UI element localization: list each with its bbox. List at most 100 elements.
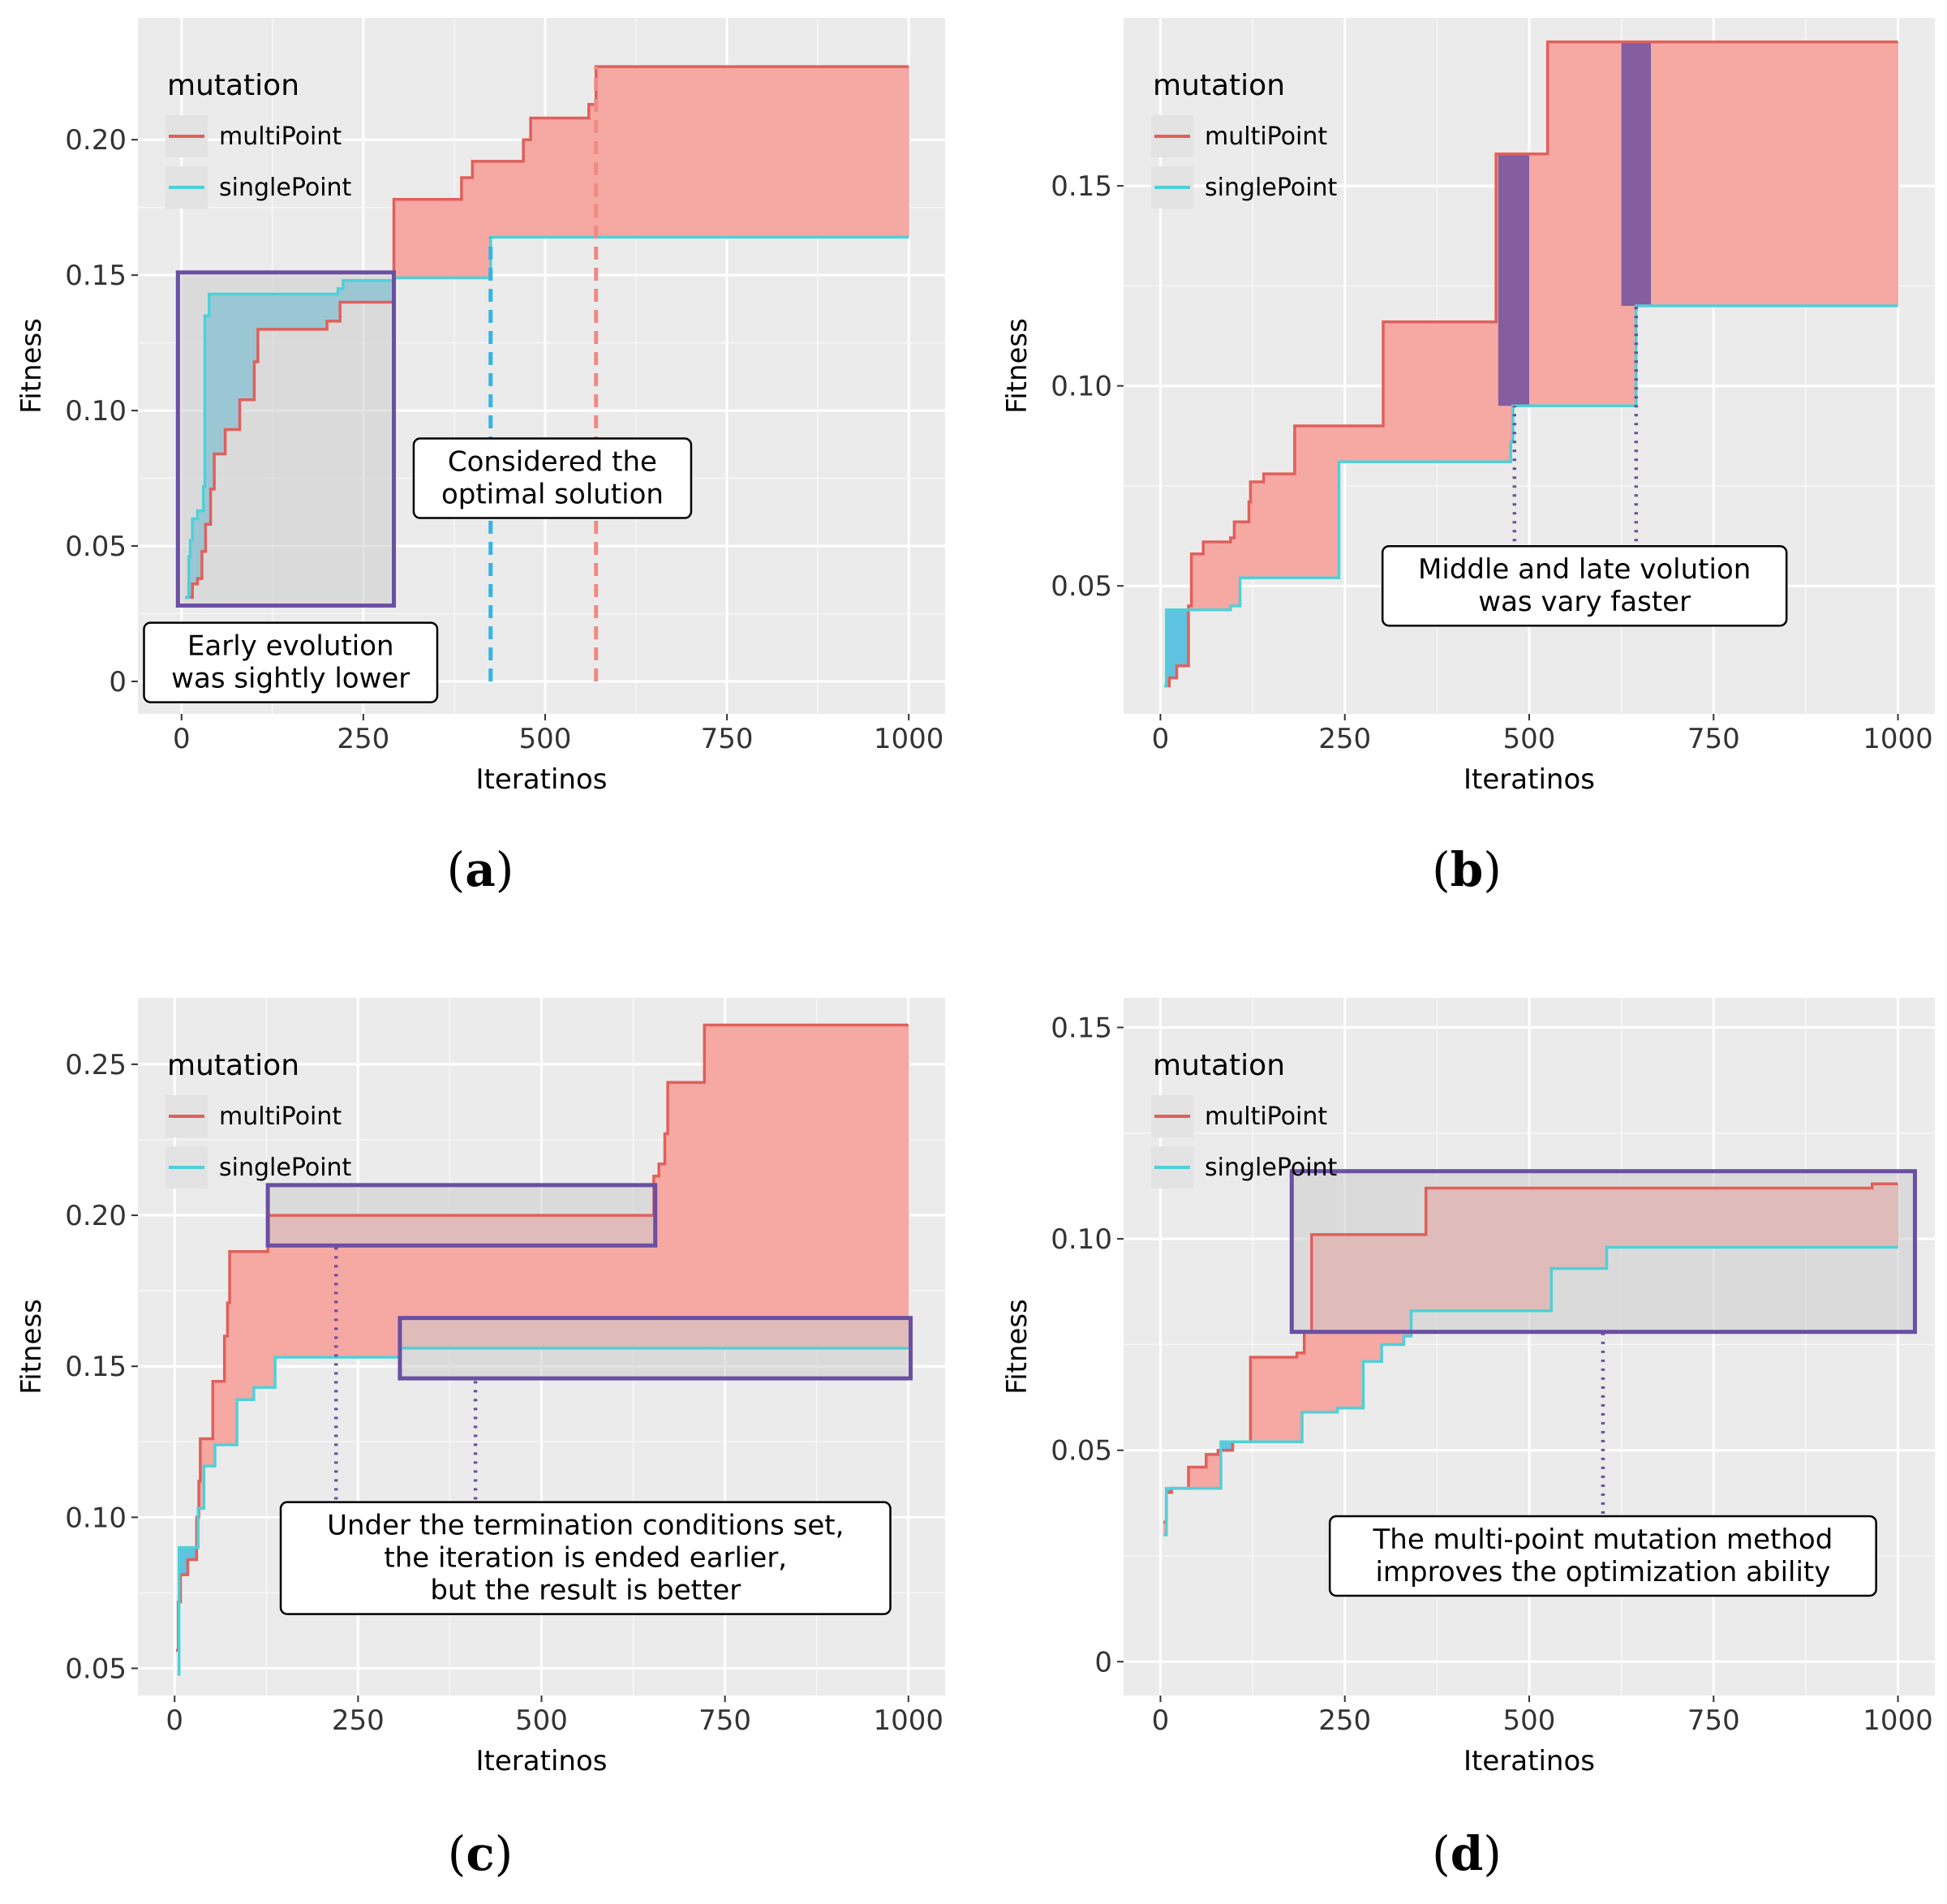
x-tick-label: 250 <box>1318 723 1371 755</box>
annotation-text: the iteration is ended earlier, <box>384 1542 787 1575</box>
highlight-box-fill <box>178 272 394 606</box>
ribbon-segment <box>703 1082 705 1348</box>
y-tick-label: 0 <box>1094 1646 1112 1678</box>
series-line-multiPoint <box>185 65 909 600</box>
legend-label-singlePoint: singlePoint <box>1205 174 1338 202</box>
ribbon-segment <box>211 1438 213 1467</box>
ribbon-segment <box>1188 605 1193 610</box>
legend-label-singlePoint: singlePoint <box>219 174 352 202</box>
panel-label: (a) <box>447 842 514 897</box>
y-tick-label: 0.05 <box>1051 570 1112 603</box>
legend-title: mutation <box>1153 69 1285 102</box>
y-tick-label: 0.25 <box>65 1049 127 1081</box>
ribbon-segment <box>1234 522 1241 606</box>
series-line-singlePoint <box>177 1347 909 1676</box>
annotation-text: Under the termination conditions set, <box>327 1510 844 1542</box>
ribbon-segment <box>1176 609 1187 666</box>
y-tick-label: 0.20 <box>65 1200 127 1232</box>
x-tick-label: 500 <box>519 723 572 755</box>
ribbon-segment <box>1250 1357 1291 1442</box>
panel-label-part: ) <box>495 1826 514 1881</box>
x-tick-label: 250 <box>337 723 389 755</box>
ribbon-segment <box>523 140 531 238</box>
ribbon-segment <box>1215 1454 1218 1489</box>
annotation-text: Middle and late volution <box>1418 553 1751 586</box>
ribbon-segment <box>588 104 597 238</box>
ribbon-segment <box>187 1547 197 1560</box>
y-axis-title: Fitness <box>1001 1299 1034 1395</box>
highlight-band <box>1498 153 1529 406</box>
legend-title: mutation <box>167 69 299 102</box>
panel-label: (c) <box>448 1826 514 1881</box>
annotation-box <box>1381 544 1788 627</box>
ribbon-segment <box>1169 609 1178 678</box>
panel-label: (b) <box>1432 842 1502 897</box>
ribbon-segment <box>1300 1352 1303 1442</box>
x-tick-label: 0 <box>173 723 191 755</box>
y-tick-label: 0.05 <box>1051 1435 1112 1468</box>
highlight-band <box>1621 41 1651 307</box>
y-tick-label: 0.10 <box>65 395 127 428</box>
ribbon-segment <box>664 1133 668 1348</box>
y-tick-label: 0.10 <box>65 1502 127 1534</box>
panel-label-part: ( <box>448 1826 466 1881</box>
ribbon-segment <box>200 1438 205 1509</box>
y-tick-label: 0.05 <box>65 1653 127 1685</box>
ribbon-segment <box>214 1381 226 1445</box>
x-tick-label: 750 <box>698 1704 751 1737</box>
ribbon-segment <box>1296 1352 1301 1442</box>
y-tick-label: 0.15 <box>1051 170 1112 203</box>
ribbon-segment <box>1206 1454 1217 1489</box>
ribbon-segment <box>1547 41 1633 406</box>
ribbon-segment <box>1230 538 1235 606</box>
x-axis-title: Iteratinos <box>476 763 608 796</box>
x-tick-label: 250 <box>332 1704 385 1737</box>
highlight-box-fill <box>1292 1171 1915 1332</box>
ribbon-segment <box>1205 1467 1207 1489</box>
ribbon-segment <box>595 67 909 238</box>
x-tick-label: 750 <box>1687 723 1740 755</box>
legend-label-multiPoint: multiPoint <box>1205 122 1327 151</box>
x-axis-title: Iteratinos <box>1463 1745 1595 1777</box>
ribbon-segment <box>651 1215 655 1348</box>
highlight-box-outline <box>175 270 397 608</box>
x-tick-label: 0 <box>165 1704 183 1737</box>
ribbon-segment <box>653 1175 660 1348</box>
ribbon-segment <box>273 1215 276 1388</box>
annotation-box <box>279 1501 892 1615</box>
panel-label-part: ) <box>1483 842 1502 897</box>
y-axis-title: Fitness <box>1001 318 1034 414</box>
ribbon-segment <box>1250 482 1265 578</box>
ribbon-segment <box>224 1335 228 1445</box>
series-line-multiPoint <box>1164 40 1898 688</box>
annotation-text: Early evolution <box>187 630 394 663</box>
y-tick-label: 0.05 <box>65 531 127 563</box>
ribbon-segment <box>704 1025 909 1348</box>
y-tick-label: 0.10 <box>1051 371 1112 403</box>
x-tick-label: 1000 <box>874 1704 944 1737</box>
series-line-singlePoint <box>1163 1245 1898 1537</box>
ribbon-segment <box>253 1251 267 1388</box>
ribbon-segment <box>1304 1331 1313 1412</box>
ribbon-segment <box>472 161 488 278</box>
ribbon-segment <box>1289 1357 1298 1442</box>
panel-label-part: ( <box>1432 842 1451 897</box>
ribbon-segment <box>398 1215 401 1358</box>
panel-label-part: ( <box>1432 1826 1451 1881</box>
annotation-text: was sightly lower <box>171 663 410 695</box>
ribbon-segment <box>1221 1442 1231 1451</box>
x-axis-title: Iteratinos <box>1463 763 1595 796</box>
panel-label-part: d <box>1451 1826 1484 1881</box>
panel-label-part: a <box>465 842 496 897</box>
ribbon-segment <box>1249 501 1251 578</box>
y-tick-label: 0.15 <box>65 260 127 292</box>
panel-label-part: b <box>1451 842 1484 897</box>
legend-label-singlePoint: singlePoint <box>1205 1154 1338 1182</box>
annotation-box <box>412 437 693 519</box>
x-tick-label: 0 <box>1152 723 1170 755</box>
ribbon-segment <box>1383 321 1455 462</box>
ribbon-segment <box>1302 1352 1305 1412</box>
ribbon-segment <box>659 1163 666 1348</box>
ribbon-segment <box>1188 1467 1206 1489</box>
legend-label-multiPoint: multiPoint <box>1205 1102 1327 1131</box>
